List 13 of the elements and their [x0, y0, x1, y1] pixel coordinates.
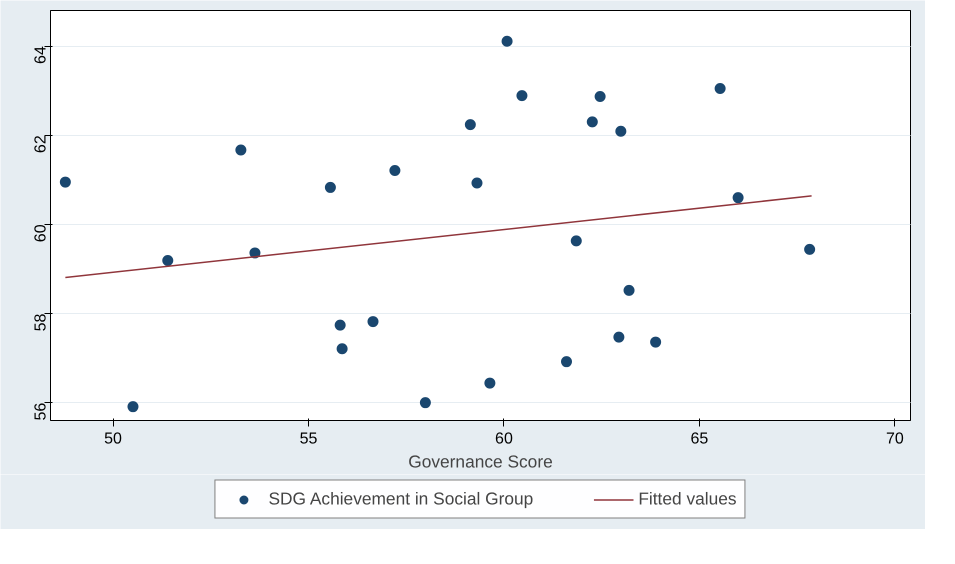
x-tick-label: 65	[690, 430, 708, 448]
x-tick-label: 60	[495, 430, 513, 448]
legend-label: Fitted values	[638, 488, 737, 510]
y-tick-label: 58	[32, 313, 50, 332]
y-tick-label: 60	[32, 224, 50, 242]
legend-label: SDG Achievement in Social Group	[268, 488, 534, 510]
x-axis-title: Governance Score	[408, 452, 553, 472]
y-tick-label: 56	[32, 402, 50, 420]
x-tick-label: 55	[300, 430, 318, 448]
x-tick-label: 70	[886, 430, 904, 448]
y-tick-label: 64	[32, 46, 50, 64]
y-tick-label: 62	[32, 135, 50, 154]
x-tick-label: 50	[104, 430, 122, 448]
